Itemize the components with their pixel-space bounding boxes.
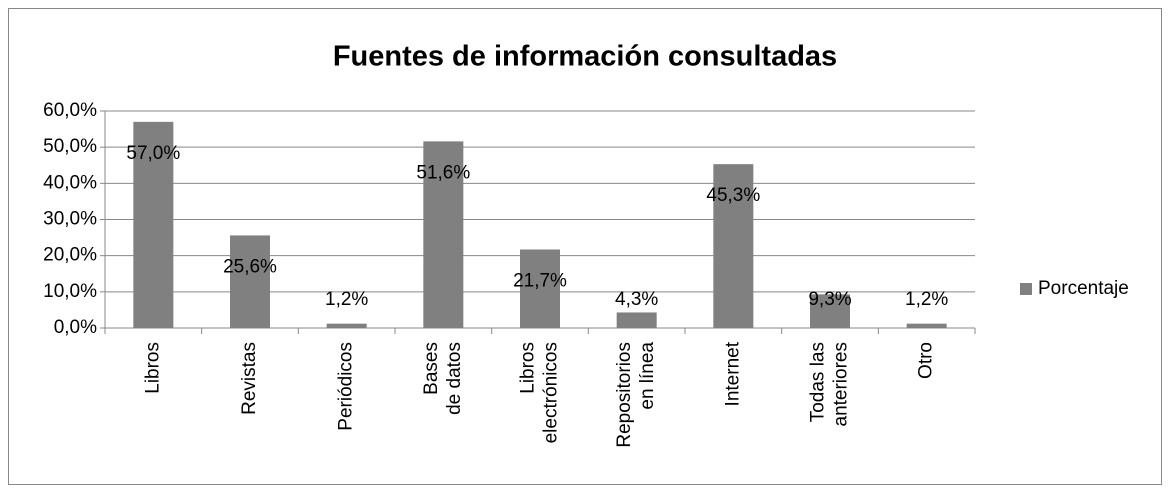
y-tick-label: 50,0% (43, 136, 97, 157)
y-tick-label: 40,0% (43, 172, 97, 193)
chart-title: Fuentes de información consultadas (333, 41, 837, 73)
data-label: 1,2% (905, 289, 948, 310)
x-tick-label: de datos (444, 342, 465, 415)
y-tick-label: 60,0% (43, 100, 97, 121)
data-label: 51,6% (416, 162, 470, 183)
data-label: 1,2% (325, 289, 368, 310)
x-tick-label: Libros (518, 342, 539, 394)
x-tick-label: Todas las (808, 342, 829, 422)
data-label: 45,3% (706, 185, 760, 206)
x-tick-label: en línea (637, 342, 658, 410)
x-tick-label: Libros (142, 342, 163, 394)
data-label: 21,7% (513, 271, 567, 292)
x-tick-label: Internet (722, 341, 743, 406)
x-tick-label: Periódicos (336, 342, 357, 431)
x-tick-label: electrónicos (541, 342, 562, 443)
bar (713, 164, 754, 328)
y-tick-label: 20,0% (43, 245, 97, 266)
data-label: 25,6% (223, 256, 277, 277)
bar (616, 312, 657, 328)
bar (520, 249, 560, 328)
x-tick-label: Bases (421, 342, 442, 395)
data-label: 4,3% (615, 289, 658, 310)
bar (810, 294, 850, 328)
legend-swatch (1020, 283, 1032, 295)
x-tick-label: Revistas (239, 342, 260, 415)
bar (133, 121, 174, 328)
y-tick-label: 30,0% (43, 209, 97, 230)
x-tick-label: anteriores (831, 342, 852, 427)
x-tick-label: Otro (916, 342, 937, 379)
bar (326, 323, 367, 328)
y-tick-label: 10,0% (43, 281, 97, 302)
chart-border (8, 8, 1162, 485)
data-label: 9,3% (808, 289, 851, 310)
legend-label: Porcentaje (1038, 278, 1129, 299)
y-tick-label: 0,0% (54, 317, 97, 338)
bar (906, 323, 947, 328)
bar (423, 141, 464, 328)
x-tick-label: Repositorios (614, 342, 635, 448)
bar (230, 235, 270, 328)
data-label: 57,0% (126, 143, 180, 164)
